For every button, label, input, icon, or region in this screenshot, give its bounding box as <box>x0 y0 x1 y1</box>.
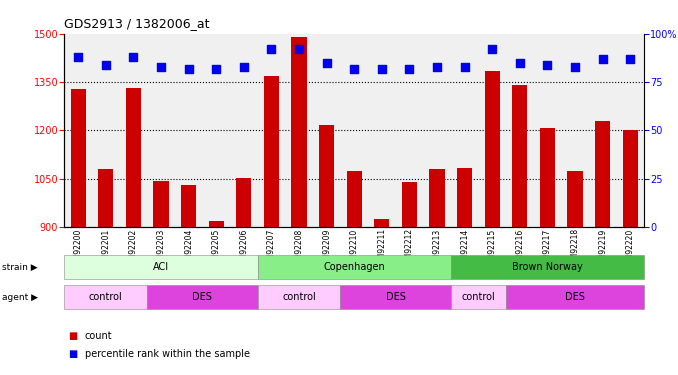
Text: count: count <box>85 331 113 340</box>
Point <box>597 56 608 62</box>
Point <box>376 66 387 72</box>
Point <box>266 46 277 52</box>
Text: ■: ■ <box>68 331 77 340</box>
Point <box>515 60 525 66</box>
Bar <box>319 126 334 227</box>
Text: percentile rank within the sample: percentile rank within the sample <box>85 350 250 359</box>
Bar <box>264 76 279 227</box>
Point <box>348 66 359 72</box>
Point <box>100 62 111 68</box>
Bar <box>374 219 389 227</box>
Point <box>404 66 415 72</box>
Text: agent ▶: agent ▶ <box>2 292 38 302</box>
Bar <box>236 178 252 227</box>
Bar <box>98 169 113 227</box>
Bar <box>402 182 417 227</box>
Bar <box>540 128 555 227</box>
Text: strain ▶: strain ▶ <box>2 263 38 272</box>
Text: control: control <box>89 292 123 302</box>
Bar <box>595 121 610 227</box>
Point <box>73 54 83 60</box>
Point <box>239 64 250 70</box>
Bar <box>567 171 582 227</box>
Point <box>321 60 332 66</box>
Bar <box>513 85 527 227</box>
Bar <box>429 169 445 227</box>
Bar <box>346 171 362 227</box>
Text: control: control <box>282 292 316 302</box>
Point <box>156 64 167 70</box>
Point <box>432 64 443 70</box>
Point <box>211 66 222 72</box>
Text: Brown Norway: Brown Norway <box>512 262 583 272</box>
Point <box>625 56 636 62</box>
Point <box>487 46 498 52</box>
Text: DES: DES <box>193 292 212 302</box>
Bar <box>153 181 169 227</box>
Text: ■: ■ <box>68 350 77 359</box>
Point <box>294 46 304 52</box>
Text: DES: DES <box>565 292 585 302</box>
Text: GDS2913 / 1382006_at: GDS2913 / 1382006_at <box>64 17 210 30</box>
Point <box>183 66 194 72</box>
Point <box>128 54 139 60</box>
Bar <box>126 88 141 227</box>
Bar <box>181 185 196 227</box>
Text: ACI: ACI <box>153 262 169 272</box>
Bar <box>209 221 224 227</box>
Bar <box>485 71 500 227</box>
Point <box>570 64 580 70</box>
Text: DES: DES <box>386 292 405 302</box>
Point <box>459 64 470 70</box>
Bar <box>71 89 86 227</box>
Bar <box>622 130 638 227</box>
Bar <box>292 37 306 227</box>
Text: control: control <box>462 292 496 302</box>
Text: Copenhagen: Copenhagen <box>323 262 385 272</box>
Point <box>542 62 553 68</box>
Bar <box>457 168 473 227</box>
